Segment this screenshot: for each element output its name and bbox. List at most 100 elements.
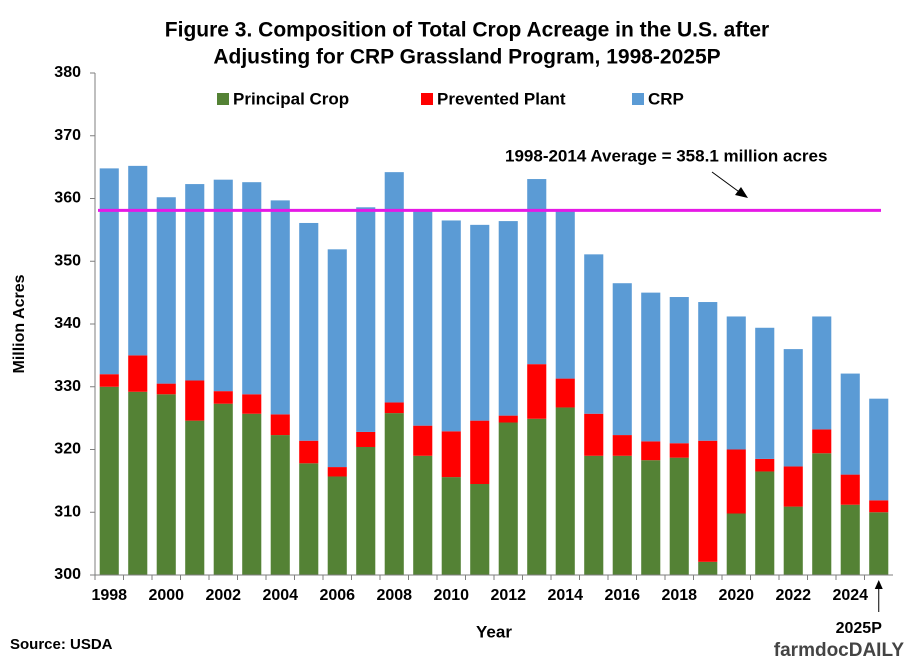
y-tick-label: 340 — [54, 315, 81, 332]
bar-segment — [612, 283, 632, 436]
bar-segment — [99, 374, 119, 387]
bar-segment — [726, 449, 746, 514]
bar-segment — [270, 200, 290, 415]
chart-title: Adjusting for CRP Grassland Program, 199… — [213, 46, 720, 69]
y-tick-label: 330 — [54, 378, 81, 395]
bar-segment — [413, 455, 433, 575]
y-tick-label: 310 — [54, 503, 81, 520]
bar-segment — [698, 302, 718, 441]
bar-segment — [327, 476, 347, 575]
bar-segment — [527, 364, 547, 419]
arrow-head — [874, 580, 883, 589]
bar-segment — [726, 316, 746, 450]
x-tick-label: 2004 — [262, 587, 298, 604]
bar-segment — [470, 420, 490, 485]
bar-segment — [299, 440, 319, 464]
bar-segment — [869, 398, 889, 501]
y-tick-label: 380 — [54, 64, 81, 81]
bar-segment — [840, 474, 860, 505]
x-tick-label: 2008 — [376, 587, 412, 604]
y-tick-label: 320 — [54, 441, 81, 458]
source: Source: USDA — [10, 636, 113, 653]
x-tick-label: 2024 — [832, 587, 868, 604]
bar-segment — [156, 394, 176, 575]
bar-segment — [99, 168, 119, 375]
legend-label: CRP — [648, 89, 684, 108]
bar-segment — [213, 403, 233, 575]
annotation-arrow — [711, 171, 743, 195]
bar-segment — [384, 172, 404, 403]
bar-segment — [213, 179, 233, 392]
y-tick-label: 350 — [54, 252, 81, 269]
y-tick-label: 300 — [54, 566, 81, 583]
bar-segment — [840, 504, 860, 575]
bar-segment — [669, 443, 689, 458]
x-tick-label: 2002 — [205, 587, 241, 604]
bar-segment — [698, 440, 718, 562]
bar-segment — [641, 460, 661, 575]
bar-segment — [527, 179, 547, 365]
bar-segment — [498, 221, 518, 416]
bar-segment — [812, 429, 832, 454]
bar-segment — [327, 467, 347, 477]
bar-segment — [185, 184, 205, 381]
bar-segment — [185, 380, 205, 421]
bar-segment — [327, 249, 347, 468]
x-tick-label: 2000 — [148, 587, 184, 604]
bar-segment — [669, 457, 689, 575]
bar-segment — [441, 220, 461, 432]
chart-title: Figure 3. Composition of Total Crop Acre… — [165, 19, 769, 42]
bar-segment — [498, 415, 518, 423]
bar-segment — [470, 224, 490, 421]
bar-segment — [441, 477, 461, 575]
bar-segment — [584, 413, 604, 456]
arrow-head — [735, 187, 748, 198]
y-tick-label: 370 — [54, 127, 81, 144]
bar-segment — [498, 422, 518, 575]
bar-segment — [128, 355, 148, 392]
bar-segment — [812, 453, 832, 575]
bar-segment — [299, 463, 319, 575]
bar-segment — [270, 435, 290, 575]
bar-segment — [755, 327, 775, 459]
bar-segment — [128, 165, 148, 356]
bar-segment — [840, 373, 860, 475]
bar-segment — [783, 506, 803, 575]
x-tick-label: 2025P — [836, 620, 883, 637]
bar-segment — [356, 207, 376, 432]
bar-segment — [185, 420, 205, 575]
bar-segment — [299, 222, 319, 441]
bar-segment — [413, 211, 433, 426]
y-tick-label: 360 — [54, 190, 81, 207]
bar-segment — [584, 455, 604, 575]
x-tick-label: 2010 — [433, 587, 469, 604]
bar-segment — [641, 292, 661, 442]
bar-segment — [812, 316, 832, 430]
legend-label: Principal Crop — [233, 89, 349, 108]
bar-segment — [555, 378, 575, 408]
bar-segment — [527, 418, 547, 575]
bar-segment — [356, 446, 376, 575]
legend-swatch — [217, 93, 229, 105]
bar-segment — [470, 484, 490, 575]
bar-segment — [384, 402, 404, 414]
x-tick-label: 2022 — [775, 587, 811, 604]
x-tick-label: 2018 — [661, 587, 697, 604]
x-axis-label: Year — [476, 622, 512, 641]
bar-segment — [555, 211, 575, 379]
x-tick-label: 2012 — [490, 587, 526, 604]
bar-segment — [698, 561, 718, 575]
bar-segment — [612, 435, 632, 456]
bar-segment — [783, 466, 803, 507]
bar-segment — [869, 500, 889, 513]
bar-segment — [156, 197, 176, 384]
legend-swatch — [632, 93, 644, 105]
bar-segment — [128, 391, 148, 575]
bar-segment — [242, 182, 262, 395]
x-tick-label: 2020 — [718, 587, 754, 604]
bar-segment — [242, 394, 262, 414]
bar-segment — [99, 386, 119, 575]
legend-swatch — [421, 93, 433, 105]
